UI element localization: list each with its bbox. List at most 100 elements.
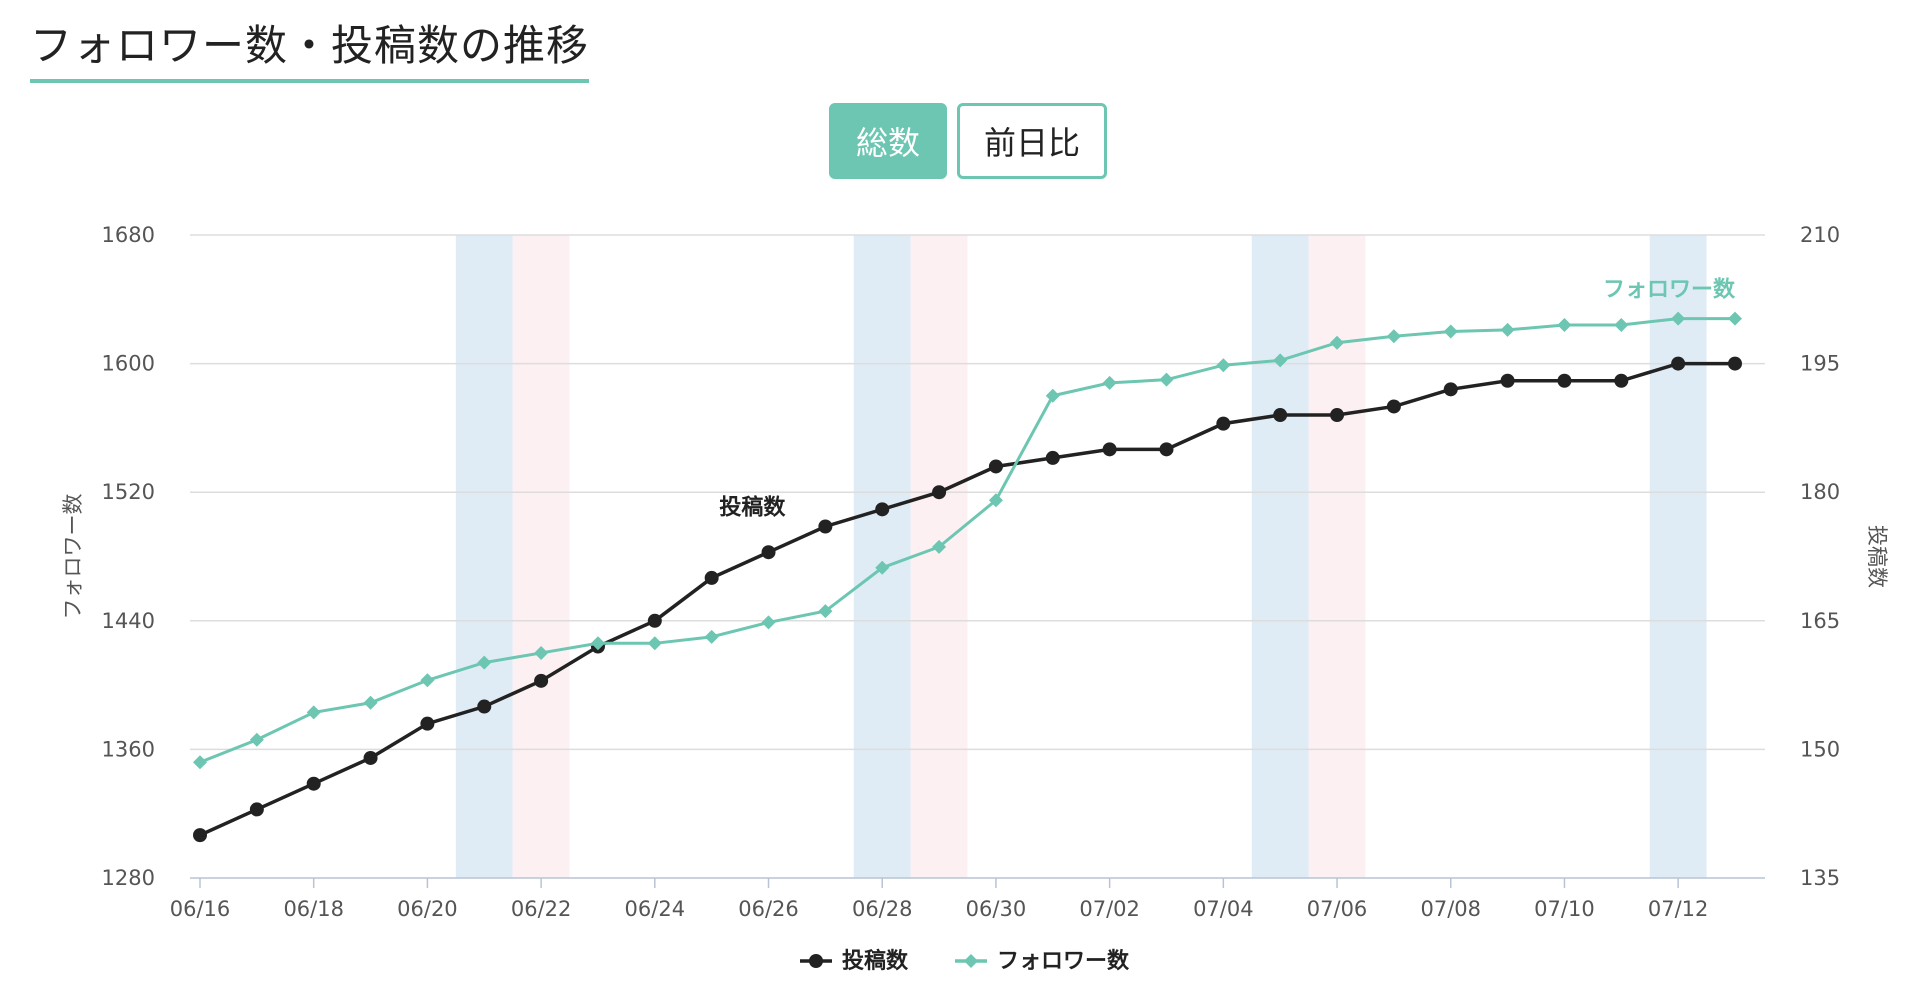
page-title: フォロワー数・投稿数の推移: [30, 12, 590, 83]
data-point: [647, 613, 662, 628]
data-point: [420, 673, 435, 688]
data-point: [306, 705, 321, 720]
y-left-tick-label: 1360: [102, 737, 155, 761]
data-point: [1216, 358, 1231, 373]
data-point: [363, 750, 378, 765]
data-point: [1159, 442, 1174, 457]
data-point: [988, 493, 1003, 508]
data-point: [1330, 408, 1345, 423]
y-right-tick-label: 150: [1800, 737, 1840, 761]
x-tick-label: 07/04: [1193, 897, 1254, 921]
data-point: [1045, 388, 1060, 403]
data-point: [1728, 356, 1742, 371]
data-point: [932, 485, 947, 500]
daily-diff-button[interactable]: 前日比: [957, 103, 1107, 179]
legend-marker: [809, 954, 823, 968]
page-title-wrap: フォロワー数・投稿数の推移: [30, 12, 590, 83]
data-point: [590, 636, 605, 651]
data-point: [1500, 373, 1515, 388]
data-point: [875, 560, 890, 575]
data-point: [1273, 353, 1288, 368]
data-point: [1386, 329, 1401, 344]
x-tick-label: 06/18: [283, 897, 344, 921]
x-tick-label: 07/12: [1648, 897, 1709, 921]
data-point: [875, 502, 890, 517]
x-tick-label: 06/20: [397, 897, 458, 921]
y-right-tick-label: 165: [1800, 609, 1840, 633]
y-left-tick-label: 1680: [102, 223, 155, 247]
x-tick-label: 06/22: [511, 897, 572, 921]
data-point: [249, 802, 264, 817]
data-point: [818, 519, 833, 534]
data-point: [1671, 311, 1686, 326]
y-right-tick-label: 180: [1800, 480, 1840, 504]
saturday-band: [853, 235, 911, 878]
data-point: [1728, 311, 1742, 326]
data-point: [932, 539, 947, 554]
data-point: [761, 545, 776, 560]
sunday-band: [512, 235, 570, 878]
saturday-band: [1649, 235, 1707, 878]
data-point: [1557, 373, 1572, 388]
data-point: [1671, 356, 1686, 371]
data-point: [477, 655, 492, 670]
data-point: [363, 695, 378, 710]
y-left-tick-label: 1280: [102, 866, 155, 890]
data-point: [249, 732, 264, 747]
data-point: [1045, 450, 1060, 465]
data-point: [420, 716, 435, 731]
y-right-tick-label: 210: [1800, 223, 1840, 247]
data-point: [761, 615, 776, 630]
data-point: [1500, 322, 1515, 337]
x-tick-label: 06/16: [170, 897, 231, 921]
y-right-tick-label: 135: [1800, 866, 1840, 890]
data-point: [1386, 399, 1401, 414]
data-point: [534, 645, 549, 660]
data-point: [704, 629, 719, 644]
sunday-band: [910, 235, 968, 878]
y-right-tick-label: 195: [1800, 352, 1840, 376]
x-tick-label: 07/10: [1534, 897, 1595, 921]
x-tick-label: 07/06: [1307, 897, 1368, 921]
data-point: [647, 636, 662, 651]
data-point: [1614, 373, 1629, 388]
view-toggle: 総数 前日比: [829, 103, 1107, 179]
data-point: [1159, 372, 1174, 387]
x-tick-label: 07/02: [1079, 897, 1140, 921]
x-tick-label: 07/08: [1420, 897, 1481, 921]
data-point: [1614, 318, 1629, 333]
data-point: [818, 604, 833, 619]
x-tick-label: 06/30: [966, 897, 1027, 921]
x-tick-label: 06/24: [625, 897, 686, 921]
followers-series-label: フォロワー数: [1603, 277, 1736, 303]
sunday-band: [1308, 235, 1366, 878]
data-point: [1330, 335, 1345, 350]
series-line: [199, 317, 1735, 764]
data-point: [1216, 416, 1231, 431]
data-point: [1443, 324, 1458, 339]
series-line: [199, 361, 1735, 837]
legend-label: フォロワー数: [997, 948, 1130, 974]
data-point: [1102, 442, 1117, 457]
data-point: [306, 776, 321, 791]
y-right-axis-title: 投稿数: [1865, 525, 1889, 588]
saturday-band: [1251, 235, 1309, 878]
data-point: [1557, 318, 1572, 333]
total-button[interactable]: 総数: [829, 103, 947, 179]
legend-label: 投稿数: [842, 948, 909, 974]
y-left-axis-title: フォロワー数: [61, 494, 85, 620]
y-left-tick-label: 1600: [102, 352, 155, 376]
data-point: [193, 755, 207, 770]
x-tick-label: 06/28: [852, 897, 913, 921]
legend-marker: [964, 954, 978, 968]
x-tick-label: 06/26: [738, 897, 799, 921]
y-left-tick-label: 1440: [102, 609, 155, 633]
data-point: [1102, 375, 1117, 390]
posts-series-label: 投稿数: [719, 494, 786, 520]
data-point: [477, 699, 492, 714]
data-point: [1443, 382, 1458, 397]
data-point: [193, 828, 207, 843]
data-point: [704, 570, 719, 585]
data-point: [1273, 408, 1288, 423]
